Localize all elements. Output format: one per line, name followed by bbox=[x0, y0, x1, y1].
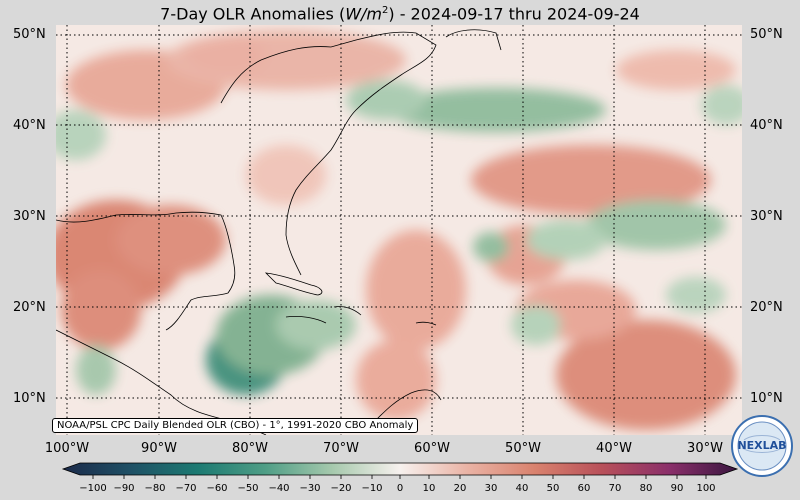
colorbar-tick: 40 bbox=[515, 483, 529, 494]
colorbar-tick: −20 bbox=[330, 483, 352, 494]
lat-label-right: 50°N bbox=[750, 27, 783, 42]
lat-label-left: 40°N bbox=[13, 118, 46, 133]
lon-label: 30°W bbox=[687, 441, 723, 456]
colorbar-tick: 100 bbox=[696, 483, 716, 494]
colorbar bbox=[61, 462, 739, 479]
colorbar-tick: −50 bbox=[237, 483, 259, 494]
colorbar-tick: −90 bbox=[113, 483, 135, 494]
colorbar-tick: 20 bbox=[453, 483, 467, 494]
olr-anomaly-map bbox=[56, 25, 742, 435]
lon-label: 90°W bbox=[141, 441, 177, 456]
colorbar-tick: −70 bbox=[175, 483, 197, 494]
colorbar-tick: −10 bbox=[361, 483, 383, 494]
colorbar-tick: 10 bbox=[422, 483, 436, 494]
colorbar-tick: −40 bbox=[268, 483, 290, 494]
colorbar-tick: −60 bbox=[206, 483, 228, 494]
colorbar-tick: 0 bbox=[396, 483, 404, 494]
colorbar-tick: 80 bbox=[639, 483, 653, 494]
lon-label: 70°W bbox=[323, 441, 359, 456]
logo-text: NEXLAB bbox=[737, 439, 786, 452]
lat-label-left: 30°N bbox=[13, 209, 46, 224]
lon-label: 100°W bbox=[44, 441, 90, 456]
nexlab-logo: NEXLAB bbox=[731, 415, 793, 477]
lat-label-left: 50°N bbox=[13, 27, 46, 42]
colorbar-tick: 30 bbox=[484, 483, 498, 494]
colorbar-tick: 70 bbox=[608, 483, 622, 494]
lat-label-right: 30°N bbox=[750, 209, 783, 224]
lon-label: 40°W bbox=[596, 441, 632, 456]
lat-label-left: 10°N bbox=[13, 391, 46, 406]
lat-label-left: 20°N bbox=[13, 300, 46, 315]
colorbar-tick: −30 bbox=[299, 483, 321, 494]
map-title: 7-Day OLR Anomalies (W/m2) - 2024-09-17 … bbox=[160, 4, 640, 24]
colorbar-tick: −80 bbox=[144, 483, 166, 494]
colorbar-tick: 90 bbox=[670, 483, 684, 494]
lat-label-right: 40°N bbox=[750, 118, 783, 133]
lon-label: 60°W bbox=[414, 441, 450, 456]
lat-label-right: 20°N bbox=[750, 300, 783, 315]
lat-label-right: 10°N bbox=[750, 391, 783, 406]
lon-label: 50°W bbox=[505, 441, 541, 456]
colorbar-tick: −100 bbox=[79, 483, 107, 494]
data-source-credit: NOAA/PSL CPC Daily Blended OLR (CBO) - 1… bbox=[52, 418, 419, 433]
colorbar-tick: 50 bbox=[546, 483, 560, 494]
lon-label: 80°W bbox=[232, 441, 268, 456]
colorbar-tick: 60 bbox=[577, 483, 591, 494]
